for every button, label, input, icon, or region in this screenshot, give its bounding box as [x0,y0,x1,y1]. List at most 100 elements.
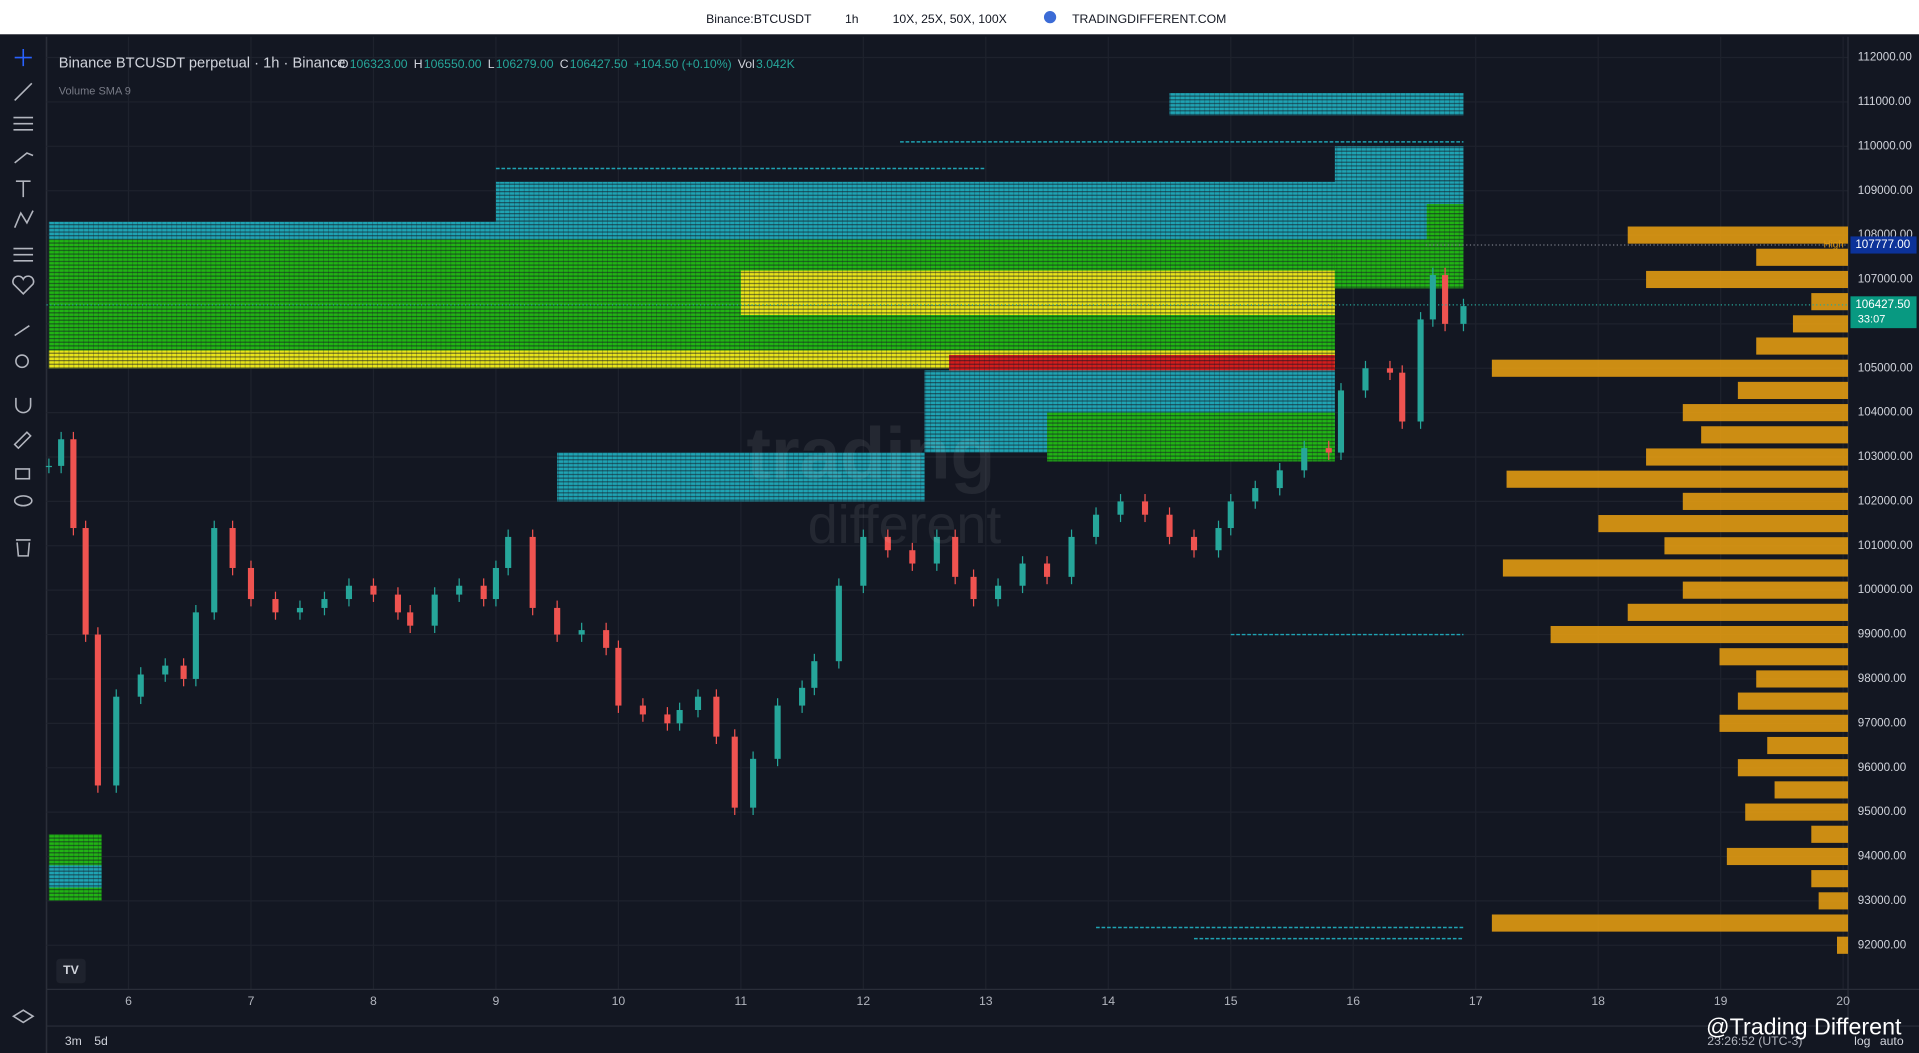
ohlc-change: +104.50 (+0.10%) [634,57,732,71]
profile-bar [1737,381,1849,400]
candle [70,439,77,529]
heat-texture [1426,204,1464,249]
candle [1337,390,1345,453]
profile-bar [1646,270,1849,289]
range-1[interactable]: 3m [65,1034,82,1048]
candle [1442,275,1449,324]
tool-text[interactable] [15,180,31,198]
y-tick-label: 99000.00 [1858,628,1906,641]
candle [431,594,438,626]
candle [505,536,512,568]
y-tick-label: 92000.00 [1858,938,1906,951]
site[interactable]: TRADINGDIFFERENT.COM [1072,12,1226,26]
site-icon [1043,11,1057,24]
tool-fav[interactable] [12,275,35,295]
tv-logo-text: TV [63,963,79,977]
y-tick-label: 107000.00 [1858,273,1913,286]
countdown: 33:07 [1858,313,1886,325]
candle [1092,514,1100,537]
leverage[interactable]: 10X, 25X, 50X, 100X [893,12,1007,26]
x-tick-label: 15 [1224,994,1238,1008]
profile-bar [1701,426,1849,444]
x-tick-label: 11 [735,994,748,1008]
candle [370,585,377,595]
candle [58,439,65,466]
candle [1417,319,1424,422]
y-tick-label: 111000.00 [1858,95,1911,108]
tool-brush[interactable] [14,152,34,164]
candle [731,736,738,808]
candle [137,674,144,697]
tool-pattern[interactable] [13,210,34,229]
candle [1325,448,1332,453]
y-tick-label: 105000.00 [1858,361,1913,374]
ohlc-l-label: L [488,57,495,71]
y-tick-label: 95000.00 [1858,805,1906,818]
profile-bar [1745,803,1849,821]
profile-bar [1818,892,1849,910]
tool-fib[interactable] [13,116,34,131]
candle [615,647,622,706]
tool-magnet[interactable] [15,397,32,414]
profile-bar [1491,359,1849,377]
candle [799,687,806,706]
tool-eye[interactable] [13,495,33,507]
candle [639,705,646,715]
log-toggle[interactable]: log [1854,1034,1871,1048]
profile-bar [1811,293,1849,311]
candle [860,536,867,586]
candle [1276,470,1283,489]
x-tick-label: 14 [1101,994,1115,1008]
plot [45,36,1919,1027]
tool-lock[interactable] [15,468,31,480]
profile-bar [1627,226,1849,244]
profile-bar [1719,648,1849,666]
candle [492,567,499,600]
tool-line[interactable] [14,82,33,101]
tool-forecast[interactable] [13,247,34,262]
tool-cross[interactable] [14,48,32,67]
profile-bar [1550,625,1849,644]
candle [774,705,781,759]
tool-layers[interactable] [11,1009,35,1024]
high-label: High [1824,240,1844,251]
heat-texture [1334,146,1464,182]
x-tick-label: 9 [493,994,500,1008]
candle [321,599,328,608]
candle [1386,368,1394,373]
profile-bar [1837,936,1849,954]
candle [82,528,89,635]
profile-bar [1737,692,1849,710]
candle [162,665,169,675]
high-badge [1850,236,1917,254]
candle [1190,536,1198,551]
y-tick-label: 110000.00 [1858,139,1912,152]
tool-zoom[interactable] [15,354,29,369]
profile-bar [1792,315,1849,333]
tool-ruler[interactable] [14,325,30,337]
candle [554,607,561,635]
tv-logo[interactable] [56,958,86,984]
interval[interactable]: 1h [845,12,859,26]
profile-bar [1491,914,1849,932]
auto-toggle[interactable]: auto [1880,1034,1904,1048]
x-tick-label: 17 [1469,994,1483,1008]
tool-trash[interactable] [15,539,31,557]
y-tick-label: 102000.00 [1858,494,1913,507]
y-tick-label: 101000.00 [1858,539,1913,552]
heat-texture [740,270,1335,315]
candle [835,585,842,662]
ohlc-o: 106323.00 [350,57,408,71]
candle [1215,528,1222,551]
tool-lockdraw[interactable] [13,431,32,450]
left-toolbar [11,36,48,1053]
range-2[interactable]: 5d [94,1034,108,1048]
ohlc-vol: 3.042K [756,57,796,71]
symbol[interactable]: Binance:BTCUSDT [706,12,812,26]
candle [750,758,757,808]
last-price: 106427.50 [1855,298,1910,311]
candle [995,585,1002,600]
y-tick-label: 103000.00 [1858,450,1913,463]
heat-texture [1047,412,1335,462]
